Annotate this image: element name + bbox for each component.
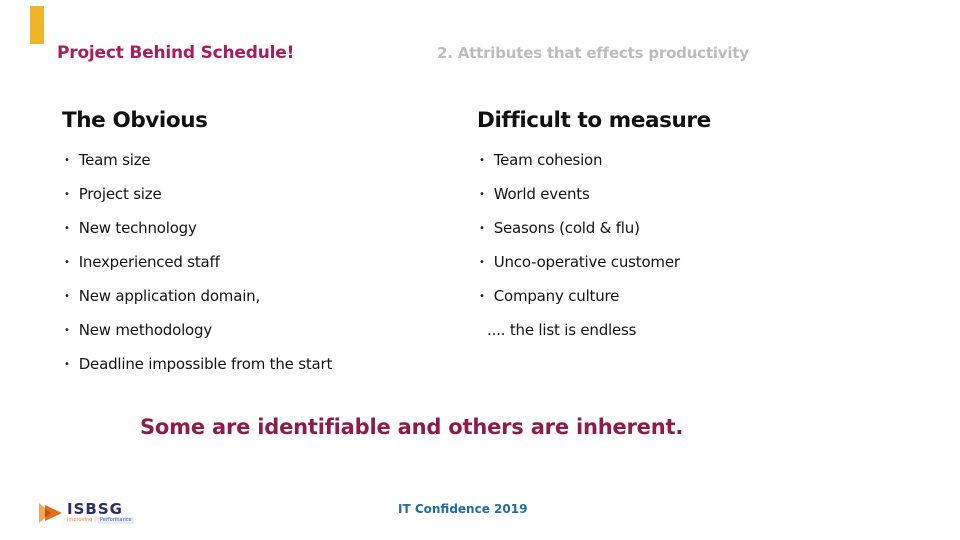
isbsg-wordmark: ISBSG bbox=[67, 500, 123, 518]
tagline-left: Improving bbox=[67, 517, 93, 523]
bullet-list-obvious: Team size Project size New technology In… bbox=[62, 143, 333, 381]
tagline-separator: | bbox=[94, 517, 96, 523]
slide-subtitle: 2. Attributes that effects productivity bbox=[437, 44, 749, 62]
bullet-list-difficult: Team cohesion World events Seasons (cold… bbox=[477, 143, 680, 313]
list-item: Unco-operative customer bbox=[477, 245, 680, 279]
list-item: New application domain, bbox=[62, 279, 332, 313]
bullet-text: Seasons (cold & flu) bbox=[493, 219, 640, 237]
bullet-text: Company culture bbox=[493, 287, 620, 305]
list-item: Deadline impossible from the start bbox=[62, 347, 333, 381]
column-heading-difficult: Difficult to measure bbox=[477, 108, 711, 133]
list-item: Team size bbox=[62, 143, 332, 177]
list-item: World events bbox=[477, 177, 680, 211]
bullet-text: Inexperienced staff bbox=[78, 253, 220, 271]
isbsg-text-block: ISBSG Improving | Performance bbox=[67, 501, 134, 524]
tail-note: .... the list is endless bbox=[487, 321, 637, 339]
bullet-text: New application domain, bbox=[78, 287, 261, 305]
footer-credit: IT Confidence 2019 bbox=[398, 502, 528, 516]
accent-bar bbox=[30, 6, 44, 44]
isbsg-logo: ISBSG Improving | Performance bbox=[38, 501, 134, 525]
list-item: New methodology bbox=[62, 313, 332, 347]
bullet-text: Team cohesion bbox=[493, 151, 603, 169]
isbsg-arrows-icon bbox=[38, 501, 64, 525]
bullet-text: Team size bbox=[78, 151, 151, 169]
bullet-text: Project size bbox=[78, 185, 162, 203]
bullet-text: Deadline impossible from the start bbox=[78, 355, 333, 373]
list-item: Company culture bbox=[477, 279, 680, 313]
tagline-right: Performance bbox=[97, 517, 134, 524]
slide-title: Project Behind Schedule! bbox=[57, 43, 295, 63]
bullet-text: World events bbox=[493, 185, 590, 203]
bullet-text: New methodology bbox=[78, 321, 213, 339]
list-item: Team cohesion bbox=[477, 143, 680, 177]
bullet-text: Unco-operative customer bbox=[493, 253, 680, 271]
list-item: Inexperienced staff bbox=[62, 245, 332, 279]
bullet-text: New technology bbox=[78, 219, 197, 237]
list-item: Seasons (cold & flu) bbox=[477, 211, 680, 245]
isbsg-tagline: Improving | Performance bbox=[67, 517, 134, 524]
list-item: Project size bbox=[62, 177, 332, 211]
list-item: New technology bbox=[62, 211, 332, 245]
column-heading-obvious: The Obvious bbox=[62, 108, 208, 133]
key-statement: Some are identifiable and others are inh… bbox=[140, 415, 684, 439]
